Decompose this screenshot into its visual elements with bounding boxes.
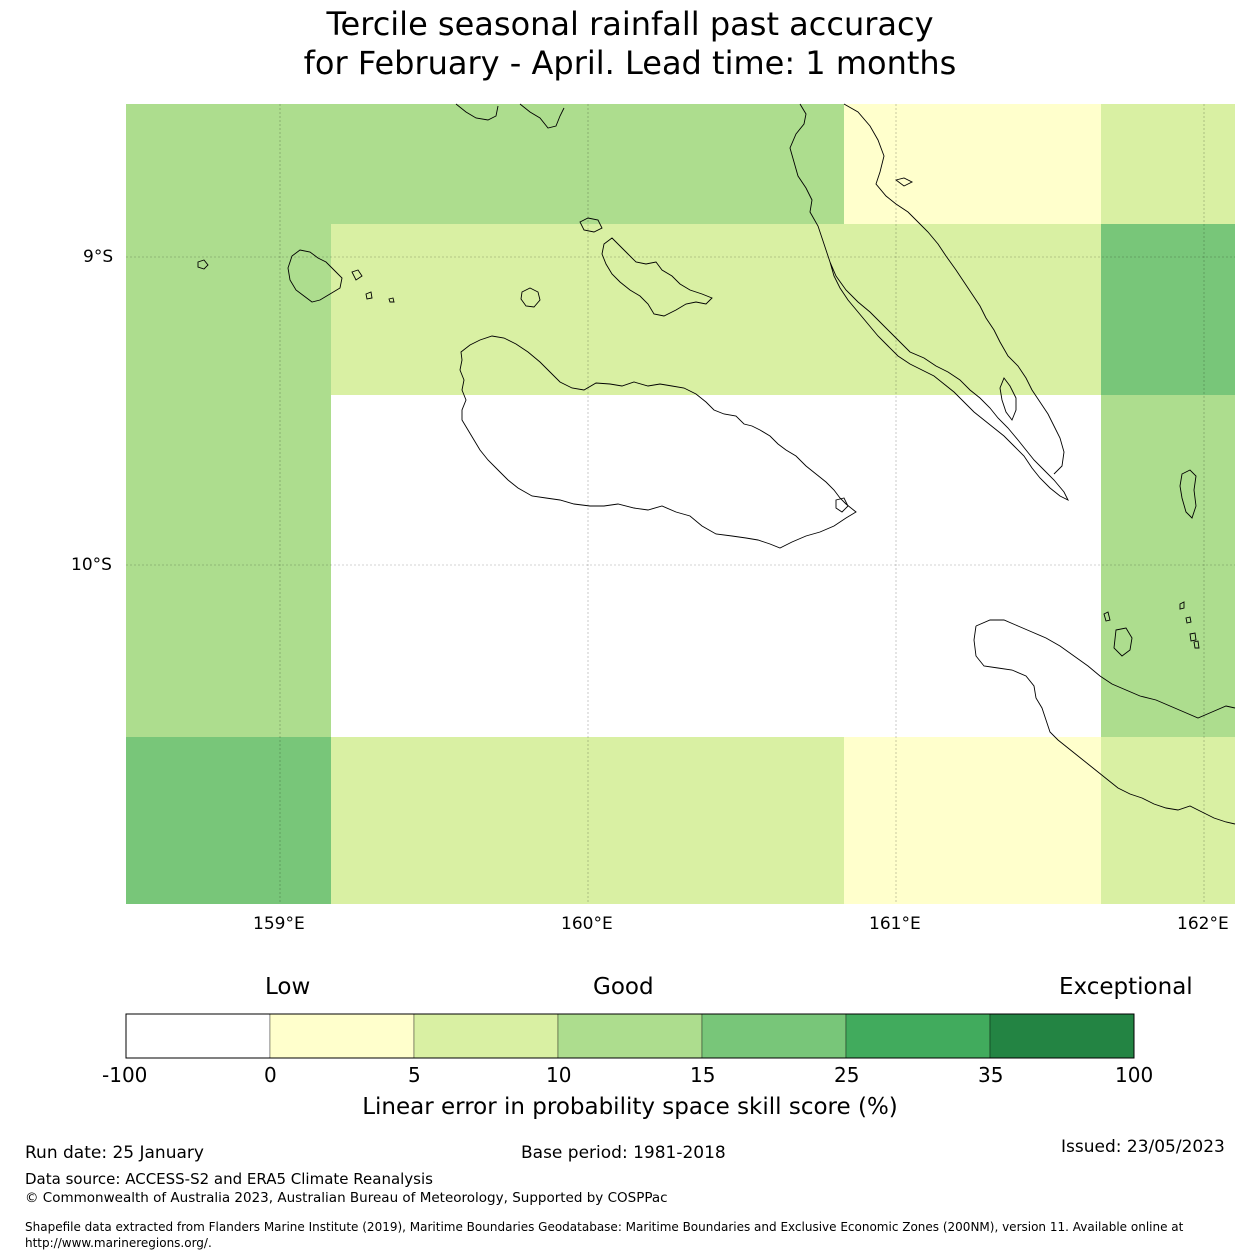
island-small: [351, 269, 363, 281]
island-savo: [520, 287, 541, 308]
copyright: © Commonwealth of Australia 2023, Austra…: [25, 1190, 668, 1206]
lon-label-160e: 160°E: [561, 914, 613, 934]
colorbar-tick: 10: [546, 1063, 572, 1087]
island-russell: [287, 249, 343, 303]
map-title-line-1: Tercile seasonal rainfall past accuracy: [326, 5, 934, 43]
graticule: [126, 104, 1235, 904]
lat-label-9s: 9°S: [83, 247, 114, 267]
island-makira: [973, 625, 1236, 825]
lon-label-162e: 162°E: [1177, 914, 1229, 934]
lat-label-10s: 10°S: [71, 555, 112, 575]
colorbar-tick: 15: [690, 1063, 716, 1087]
issued-date: Issued: 23/05/2023: [1061, 1137, 1225, 1157]
island-new-georgia: [455, 103, 499, 121]
grid-cell: [126, 737, 331, 904]
colorbar-tick: 100: [1115, 1063, 1154, 1087]
island-small: [388, 297, 395, 303]
island-small: [1185, 616, 1192, 624]
island-small: [1103, 611, 1111, 622]
lon-label-161e: 161°E: [869, 914, 921, 934]
island-small: [894, 177, 914, 187]
island-small: [1179, 601, 1185, 610]
island-malaita: [789, 103, 1070, 502]
grid-cell: [844, 104, 1101, 224]
grid-cell: [844, 737, 1101, 904]
grid-cell: [126, 104, 844, 224]
skill-grid: [126, 104, 1235, 904]
island-guadalcanal: [459, 335, 857, 549]
island-small: [579, 217, 603, 233]
data-source: Data source: ACCESS-S2 and ERA5 Climate …: [25, 1170, 433, 1188]
island-small: [1193, 640, 1200, 649]
grid-cell: [331, 395, 1101, 737]
category-low: Low: [265, 974, 311, 1000]
shapefile-credit-line-1: Shapefile data extracted from Flanders M…: [25, 1220, 1184, 1234]
island-nggela: [601, 237, 713, 317]
island-small: [1179, 469, 1197, 519]
grid-cell: [1101, 224, 1235, 395]
colorbar-tick: 25: [834, 1063, 860, 1087]
grid-cell: [331, 224, 1101, 395]
colorbar-label: Linear error in probability space skill …: [362, 1094, 898, 1120]
category-good: Good: [593, 974, 654, 1000]
island-makira: [975, 619, 1236, 719]
grid-cell: [1101, 737, 1235, 904]
island-small: [1113, 627, 1133, 657]
island-small: [835, 497, 849, 513]
lon-label-159e: 159°E: [253, 914, 305, 934]
island-malaita: [843, 103, 1065, 475]
island-small-malaita: [999, 377, 1017, 421]
colorbar-tick: 0: [264, 1063, 277, 1087]
colorbar-tick: 35: [978, 1063, 1004, 1087]
base-period: Base period: 1981-2018: [521, 1143, 726, 1163]
category-exceptional: Exceptional: [1059, 974, 1193, 1000]
island-new-georgia: [519, 103, 565, 129]
colorbar-tick: 5: [408, 1063, 421, 1087]
shapefile-credit-line-2: http://www.marineregions.org/.: [25, 1236, 212, 1250]
grid-cell: [1101, 395, 1235, 737]
coastlines: [197, 103, 1236, 825]
run-date: Run date: 25 January: [25, 1143, 204, 1163]
map-title-line-2: for February - April. Lead time: 1 month…: [303, 44, 957, 82]
island-small: [1189, 632, 1197, 642]
island-small: [197, 259, 209, 270]
grid-cell: [126, 224, 331, 737]
grid-cell: [1101, 104, 1235, 224]
colorbar-tick: -100: [102, 1063, 148, 1087]
island-small: [365, 291, 373, 300]
grid-cell: [331, 737, 844, 904]
